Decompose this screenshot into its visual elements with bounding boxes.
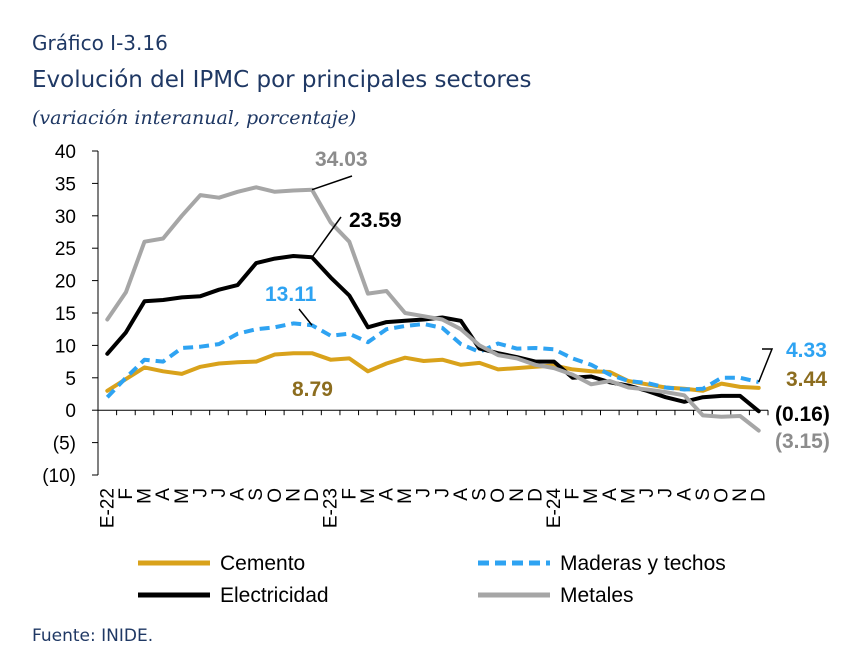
data-label: 3.44 bbox=[786, 368, 827, 391]
series-line-maderas-y-techos bbox=[105, 321, 760, 399]
x-tick-label: O bbox=[488, 488, 509, 503]
x-tick-label: F bbox=[563, 488, 584, 500]
x-tick-label: M bbox=[135, 488, 156, 504]
data-label-leader bbox=[311, 175, 353, 191]
legend-label: Electricidad bbox=[220, 584, 329, 607]
legend-label: Metales bbox=[560, 584, 634, 607]
legend-label: Cemento bbox=[220, 552, 305, 575]
x-axis: E-22FMAMJJASONDE-23FMAMJJASONDE-24FMAMJJ… bbox=[97, 409, 770, 529]
y-tick-label: 10 bbox=[55, 336, 76, 357]
y-tick-label: 35 bbox=[55, 174, 76, 195]
x-tick-label: M bbox=[172, 488, 193, 504]
x-tick-label: E-24 bbox=[544, 488, 565, 529]
data-label: 13.11 bbox=[265, 283, 317, 306]
data-label: 23.59 bbox=[349, 209, 402, 232]
series-line-cemento bbox=[105, 351, 761, 393]
series-line-metales bbox=[105, 185, 761, 433]
y-tick-label: (5) bbox=[53, 434, 76, 455]
x-tick-label: A bbox=[674, 488, 695, 501]
data-label: (3.15) bbox=[775, 430, 830, 453]
data-label-leader bbox=[757, 348, 774, 383]
legend-label: Maderas y techos bbox=[560, 552, 726, 575]
x-tick-label: E-22 bbox=[97, 488, 118, 528]
x-tick-label: D bbox=[302, 488, 323, 502]
legend: Cemento Maderas y techos Electricidad Metal… bbox=[138, 552, 726, 607]
x-tick-label: M bbox=[358, 488, 379, 504]
data-label-leader bbox=[298, 308, 313, 326]
x-tick-label: D bbox=[749, 488, 770, 502]
x-tick-label: S bbox=[470, 488, 491, 501]
data-labels: 34.03 23.59 13.11 8.79 4.33 3.44 (0.16) (3.15) bbox=[265, 148, 830, 453]
x-tick-label: N bbox=[507, 488, 528, 502]
x-tick-label: A bbox=[600, 488, 621, 501]
x-tick-label: M bbox=[581, 488, 602, 504]
x-tick-label: J bbox=[190, 488, 211, 498]
series-lines bbox=[105, 185, 761, 433]
x-tick-label: N bbox=[730, 488, 751, 502]
x-tick-label: E-23 bbox=[321, 488, 342, 528]
x-tick-label: J bbox=[432, 488, 453, 498]
y-tick-label: 30 bbox=[55, 207, 76, 228]
x-tick-label: M bbox=[395, 488, 416, 504]
y-axis: 40 35 30 25 20 15 10 5 0 (5) (10) bbox=[42, 142, 99, 487]
chart-caption: Gráfico I-3.16 bbox=[32, 31, 168, 55]
data-label-leader bbox=[311, 216, 342, 258]
data-label: 34.03 bbox=[315, 148, 368, 171]
x-tick-label: J bbox=[209, 488, 230, 498]
x-tick-label: J bbox=[637, 488, 658, 498]
x-tick-label: A bbox=[153, 488, 174, 501]
chart-subtitle: (variación interanual, porcentaje) bbox=[32, 107, 356, 129]
y-tick-label: 0 bbox=[65, 401, 76, 422]
y-tick-label: 20 bbox=[55, 272, 76, 293]
x-tick-label: O bbox=[265, 488, 286, 503]
y-tick-label: (10) bbox=[42, 466, 76, 487]
x-tick-label: J bbox=[414, 488, 435, 498]
data-label: 4.33 bbox=[786, 339, 827, 362]
y-tick-label: 25 bbox=[55, 239, 76, 260]
x-tick-label: O bbox=[711, 488, 732, 503]
x-tick-label: D bbox=[525, 488, 546, 502]
x-tick-label: F bbox=[339, 488, 360, 500]
data-label: (0.16) bbox=[775, 403, 830, 426]
y-tick-label: 40 bbox=[55, 142, 76, 163]
x-tick-label: A bbox=[451, 488, 472, 501]
x-tick-label: N bbox=[283, 488, 304, 502]
source-note: Fuente: INIDE. bbox=[32, 626, 153, 646]
x-tick-label: F bbox=[116, 488, 137, 500]
x-tick-label: M bbox=[618, 488, 639, 504]
y-tick-label: 15 bbox=[55, 304, 76, 325]
x-tick-label: S bbox=[693, 488, 714, 501]
chart-title: Evolución del IPMC por principales secto… bbox=[32, 67, 531, 93]
x-tick-label: A bbox=[228, 488, 249, 501]
x-tick-label: S bbox=[246, 488, 267, 501]
x-tick-label: J bbox=[656, 488, 677, 498]
y-tick-label: 5 bbox=[65, 369, 76, 390]
x-tick-label: A bbox=[376, 488, 397, 501]
data-label: 8.79 bbox=[292, 378, 333, 401]
